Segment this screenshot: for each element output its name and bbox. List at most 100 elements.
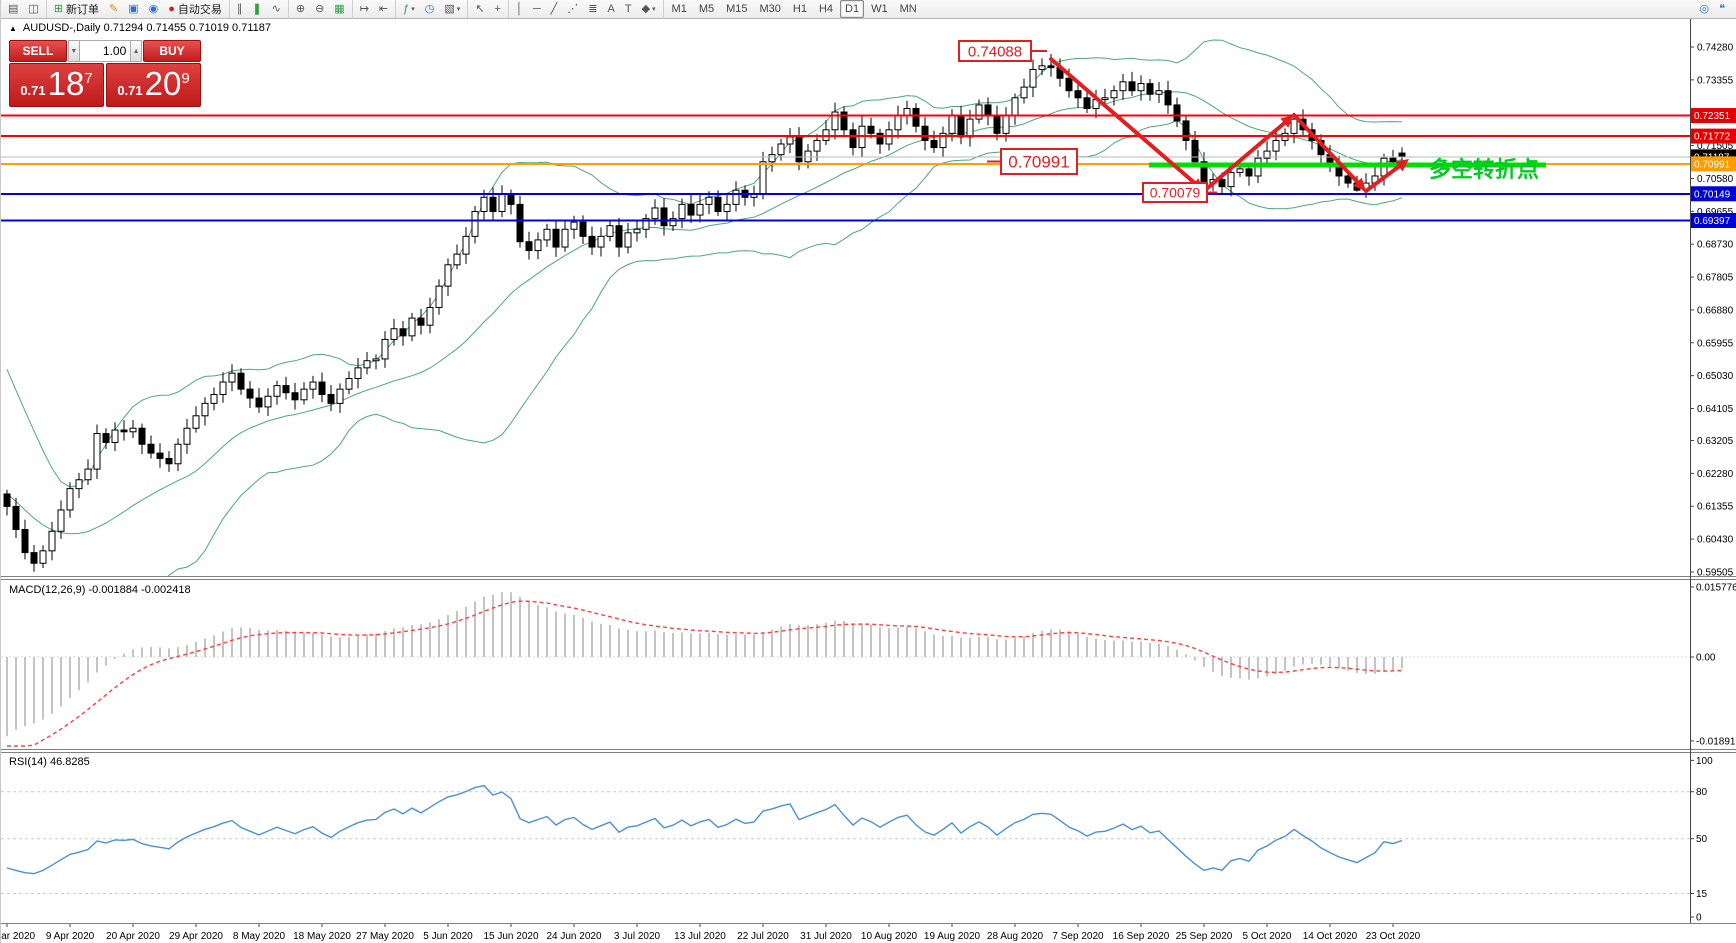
sell-price-button[interactable]: 0.71 18 7	[9, 63, 104, 107]
candle	[867, 125, 875, 134]
price-badge	[1691, 212, 1736, 228]
chart-canvas[interactable]: 0.74088 0.70991 0.70079 多空转折点 0.74280 0.73355…	[1, 19, 1736, 943]
timeframe-m15[interactable]: M15	[726, 3, 748, 15]
cursor-icon[interactable]: ↖	[471, 0, 488, 18]
date-label: 31 Jul 2020	[800, 931, 852, 942]
volume-input[interactable]	[79, 40, 131, 62]
timeframe-m1[interactable]: M1	[671, 3, 687, 15]
zoom-in-icon[interactable]: ⊕	[292, 0, 309, 18]
date-label: 8 May 2020	[233, 931, 286, 942]
search-icon[interactable]: ◎	[1695, 0, 1713, 18]
candle	[489, 196, 497, 213]
date-label: 27 May 2020	[356, 931, 414, 942]
candle	[471, 211, 479, 237]
line-chart-icon[interactable]: ∿	[268, 0, 285, 18]
sell-button[interactable]: SELL	[9, 40, 67, 62]
chart-area: 0.74088 0.70991 0.70079 多空转折点 0.74280 0.73355…	[1, 19, 1736, 943]
candle	[57, 509, 65, 532]
sell-price-sup: 7	[84, 70, 93, 87]
zoom-out-icon[interactable]: ⊖	[311, 0, 328, 18]
horizontal-line-icon: ─	[532, 3, 541, 15]
timeframe-m30[interactable]: M30	[759, 3, 781, 15]
auto-trading-button[interactable]: ● 自动交易	[164, 0, 226, 18]
price-tick-label: 0.62280	[1697, 469, 1734, 480]
templates-icon[interactable]: ▧ ▾	[440, 0, 464, 18]
macd-signal-line	[7, 600, 1403, 747]
profiles-icon[interactable]: ◫	[24, 0, 42, 18]
price-tick-label: 0.69655	[1697, 207, 1734, 218]
indicators-icon[interactable]: ƒ ▾	[399, 0, 419, 18]
candle	[1227, 171, 1235, 188]
collapse-panel-icon[interactable]: ▲	[9, 23, 17, 33]
main-chart-pane: 0.74088 0.70991 0.70079 多空转折点	[1, 39, 1690, 576]
candle	[1290, 118, 1298, 134]
candle	[210, 393, 218, 404]
timeframe-h4[interactable]: H4	[818, 3, 834, 15]
candle	[1245, 168, 1253, 177]
trend-arrow-3[interactable]	[1292, 113, 1364, 189]
volume-up-button[interactable]: ▲	[130, 40, 143, 62]
new-chart-icon[interactable]: ▤	[4, 0, 22, 18]
bar-chart-icon[interactable]: ∥	[233, 0, 247, 18]
candle	[768, 154, 776, 163]
candle	[1191, 139, 1199, 163]
tile-windows-icon[interactable]: ▦	[330, 0, 348, 18]
vertical-line-icon[interactable]: │	[512, 0, 527, 18]
candle	[786, 136, 794, 145]
candle	[201, 402, 209, 417]
trend-arrow-4[interactable]	[1364, 160, 1407, 193]
chat-icon[interactable]: ❝	[1715, 0, 1729, 18]
timeframe-mn[interactable]: MN	[899, 3, 917, 15]
buy-price-button[interactable]: 0.71 20 9	[106, 63, 201, 107]
price-callout-box[interactable]	[958, 40, 1032, 62]
chart-shift-icon[interactable]: ⇤	[375, 0, 392, 18]
timeframe-h1[interactable]: H1	[792, 3, 807, 15]
text-label-icon[interactable]: T	[621, 0, 636, 18]
arrows-icon[interactable]: ◆ ▾	[638, 0, 660, 18]
new-order-button[interactable]: ⊞ 新订单	[50, 0, 103, 18]
volume-down-button[interactable]: ▼	[68, 40, 80, 62]
candle	[714, 196, 722, 213]
text-icon[interactable]: A	[603, 0, 618, 18]
trend-arrow-2[interactable]	[1202, 116, 1292, 193]
candle	[777, 143, 785, 156]
fibonacci-icon[interactable]: ≣	[584, 0, 601, 18]
app-market-icon[interactable]: ▣	[124, 0, 142, 18]
candle	[408, 317, 416, 337]
timeframe-m5[interactable]: M5	[698, 3, 715, 15]
chevron-down-icon[interactable]: ▾	[411, 6, 415, 13]
trendline-icon[interactable]: ╱	[547, 0, 562, 18]
time-axis[interactable]: 31 Mar 2020 9 Apr 2020 20 Apr 2020 29 Apr 2…	[1, 924, 1421, 942]
equidistant-channel-icon[interactable]: ⋰	[563, 0, 582, 18]
candle	[345, 377, 353, 390]
signals-icon[interactable]: ◉	[145, 0, 163, 18]
timeframe-d1[interactable]: D1	[840, 0, 865, 18]
chevron-down-icon[interactable]: ▾	[652, 6, 656, 13]
timeframe-w1[interactable]: W1	[871, 3, 888, 15]
price-callout-box[interactable]	[1142, 182, 1208, 203]
date-label: 5 Jun 2020	[423, 931, 473, 942]
horizontal-line-icon[interactable]: ─	[529, 0, 545, 18]
price-callout-box[interactable]	[1000, 148, 1078, 175]
styler-icon[interactable]: ✎	[105, 0, 122, 18]
candle	[1011, 97, 1019, 117]
macd-axis-label: -0.018912	[1696, 736, 1736, 747]
periods-icon[interactable]: ◷	[421, 0, 439, 18]
zoom-out-icon: ⊖	[315, 3, 325, 15]
auto-scroll-icon[interactable]: ↦	[356, 0, 373, 18]
date-label: 14 Oct 2020	[1303, 931, 1358, 942]
buy-button[interactable]: BUY	[143, 40, 201, 62]
crosshair-icon[interactable]: +	[491, 0, 505, 18]
candlestick-chart-icon[interactable]: ❚	[248, 0, 265, 18]
candle	[507, 193, 515, 205]
candle	[1020, 86, 1028, 99]
rsi-pane-label: RSI(14) 46.8285	[9, 756, 90, 768]
candlesticks	[3, 53, 1406, 572]
candle	[894, 115, 902, 131]
signals-icon: ◉	[148, 3, 159, 15]
chevron-down-icon[interactable]: ▾	[456, 6, 461, 13]
candle	[453, 253, 461, 266]
candle	[579, 221, 587, 237]
trend-arrow-1[interactable]	[1049, 57, 1202, 190]
candle	[1398, 152, 1406, 158]
